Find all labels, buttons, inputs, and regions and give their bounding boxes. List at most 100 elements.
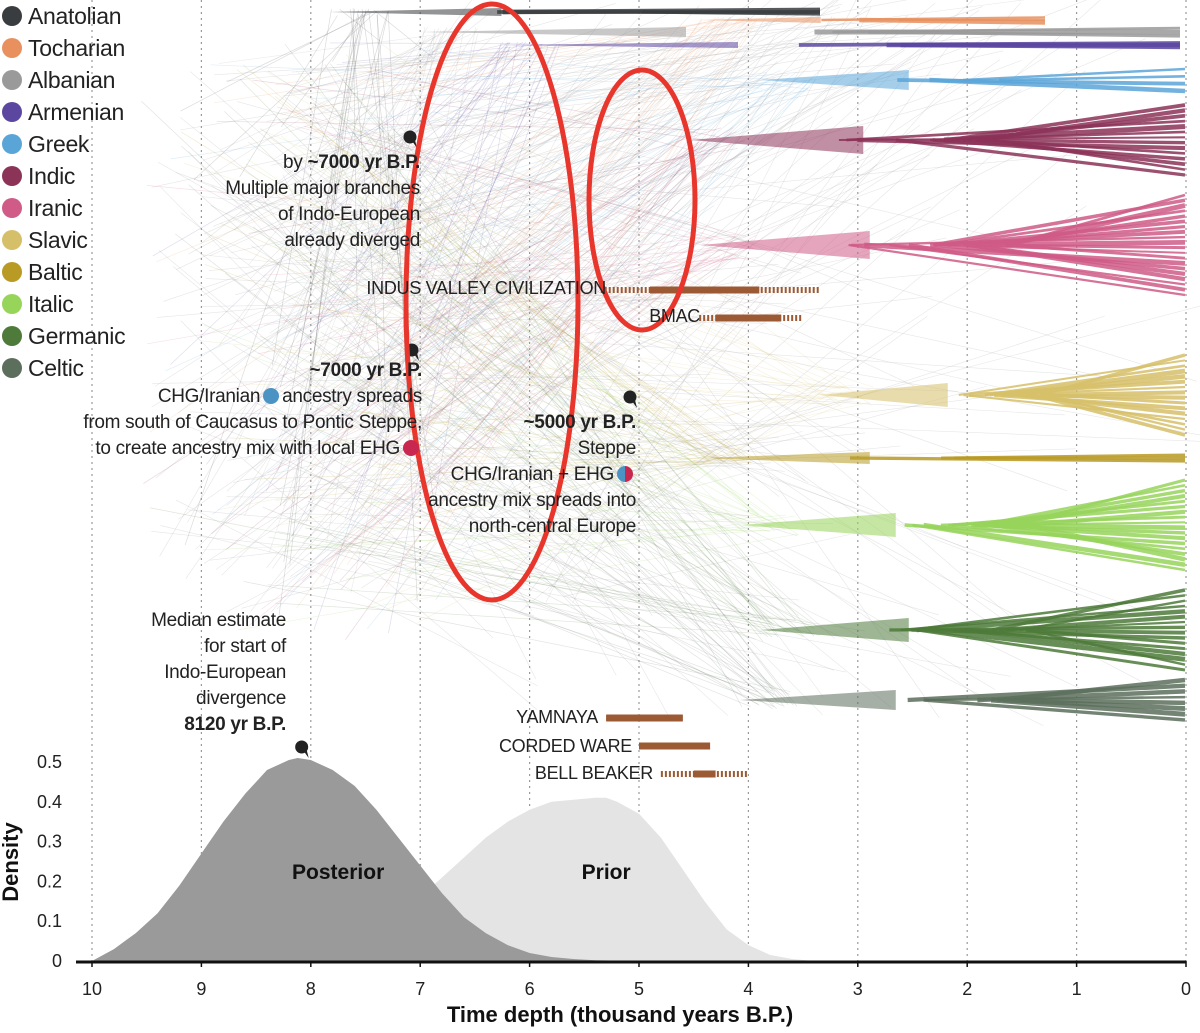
x-tick-label: 0 [1181, 979, 1191, 999]
annotation-date: ~7000 yr B.P. [310, 360, 423, 381]
annotation-line: of Indo-European [190, 202, 420, 228]
y-tick-label: 0.4 [37, 792, 62, 812]
legend-label: Greek [28, 131, 89, 158]
x-tick-label: 6 [525, 979, 535, 999]
x-tick-label: 7 [415, 979, 425, 999]
legend-item: Germanic [0, 321, 125, 351]
legend-swatch [2, 326, 22, 346]
tree-clade-fan [275, 603, 776, 634]
tree-branch-faint [475, 573, 865, 631]
annotation-divergence: by ~7000 yr B.P. Multiple major branches… [190, 150, 420, 254]
tree-clade-branch [901, 45, 1180, 47]
legend-swatch [2, 358, 22, 378]
annotation-line: divergence [100, 686, 286, 712]
pin-marker [295, 741, 309, 759]
tree-clade-branch [642, 12, 820, 14]
legend-item: Albanian [0, 65, 115, 95]
tree-clade-fan [346, 55, 842, 407]
y-tick-label: 0.5 [37, 752, 62, 772]
x-tick-label: 5 [634, 979, 644, 999]
annotation-line: north-central Europe [380, 514, 636, 540]
annotation-chg: ~7000 yr B.P. CHG/Iranian ancestry spread… [20, 358, 422, 462]
tree-clade-branch [859, 20, 1045, 23]
legend-item: Greek [0, 129, 89, 159]
annotation-steppe: ~5000 yr B.P. Steppe CHG/Iranian + EHG a… [380, 410, 636, 540]
culture-label-indus: INDUS VALLEY CIVILIZATION [300, 278, 606, 299]
x-tick-label: 9 [196, 979, 206, 999]
annotation-prefix: by [283, 152, 307, 173]
legend-item: Italic [0, 289, 74, 319]
legend-swatch [2, 230, 22, 250]
legend-item: Armenian [0, 97, 124, 127]
legend-item: Slavic [0, 225, 88, 255]
mixed-ancestry-dot [617, 466, 633, 482]
annotation-line: to create ancestry mix with local EHG [95, 438, 400, 459]
annotation-text: ancestry spreads [282, 386, 422, 407]
x-tick-label: 2 [962, 979, 972, 999]
legend-swatch [2, 6, 22, 26]
legend-item: Anatolian [0, 1, 121, 31]
annotation-line: for start of [100, 634, 286, 660]
y-tick-label: 0 [52, 951, 62, 971]
x-tick-label: 8 [306, 979, 316, 999]
legend-label: Italic [28, 291, 74, 318]
legend-item: Indic [0, 161, 75, 191]
culture-label-yamnaya: YAMNAYA [440, 707, 598, 728]
legend-swatch [2, 102, 22, 122]
annotation-date: ~7000 yr B.P. [308, 152, 421, 173]
legend-item: Iranic [0, 193, 82, 223]
density-areas: Posterior Prior [92, 758, 814, 961]
legend-swatch [2, 70, 22, 90]
legend-swatch [2, 166, 22, 186]
legend-label: Armenian [28, 99, 124, 126]
legend-swatch [2, 38, 22, 58]
annotation-line: Steppe [380, 436, 636, 462]
y-axis: 0 0.1 0.2 0.3 0.4 0.5 Density [0, 752, 62, 971]
legend-label: Tocharian [28, 35, 125, 62]
chg-ancestry-dot [263, 388, 279, 404]
prior-label: Prior [582, 861, 631, 884]
annotation-text: CHG/Iranian + EHG [451, 464, 614, 485]
culture-label-bmac: BMAC [600, 306, 700, 327]
annotation-median: Median estimate for start of Indo-Europe… [100, 608, 286, 738]
annotation-line: ancestry mix spreads into [380, 488, 636, 514]
legend-label: Iranic [28, 195, 82, 222]
annotation-date: ~5000 yr B.P. [524, 412, 637, 433]
legend-label: Germanic [28, 323, 125, 350]
posterior-label: Posterior [292, 861, 384, 884]
annotation-line: Multiple major branches [190, 176, 420, 202]
y-tick-label: 0.1 [37, 911, 62, 931]
y-axis-title: Density [0, 822, 23, 902]
legend-label: Indic [28, 163, 75, 190]
legend-item: Baltic [0, 257, 82, 287]
culture-label-corded-ware: CORDED WARE [440, 736, 632, 757]
annotation-date: 8120 yr B.P. [184, 714, 286, 735]
legend-swatch [2, 262, 22, 282]
culture-label-bell-beaker: BELL BEAKER [440, 763, 653, 784]
legend-item: Tocharian [0, 33, 125, 63]
legend-label: Anatolian [28, 3, 121, 30]
legend-swatch [2, 294, 22, 314]
x-tick-label: 3 [853, 979, 863, 999]
x-tick-label: 10 [82, 979, 102, 999]
legend-label: Albanian [28, 67, 115, 94]
annotation-line: from south of Caucasus to Pontic Steppe, [20, 410, 422, 436]
legend-swatch [2, 134, 22, 154]
annotation-line: Indo-European [100, 660, 286, 686]
x-axis-title: Time depth (thousand years B.P.) [447, 1002, 793, 1027]
pin-tail [304, 750, 309, 758]
x-tick-label: 4 [743, 979, 753, 999]
x-tick-label: 1 [1072, 979, 1082, 999]
tree-branch-faint [368, 561, 1010, 676]
legend-label: Baltic [28, 259, 82, 286]
tree-clade-trunk [740, 690, 896, 710]
legend-swatch [2, 198, 22, 218]
y-tick-label: 0.2 [37, 871, 62, 891]
legend-label: Slavic [28, 227, 88, 254]
annotation-line: Median estimate [100, 608, 286, 634]
annotation-text: CHG/Iranian [158, 386, 260, 407]
annotation-line: already diverged [190, 228, 420, 254]
y-tick-label: 0.3 [37, 832, 62, 852]
